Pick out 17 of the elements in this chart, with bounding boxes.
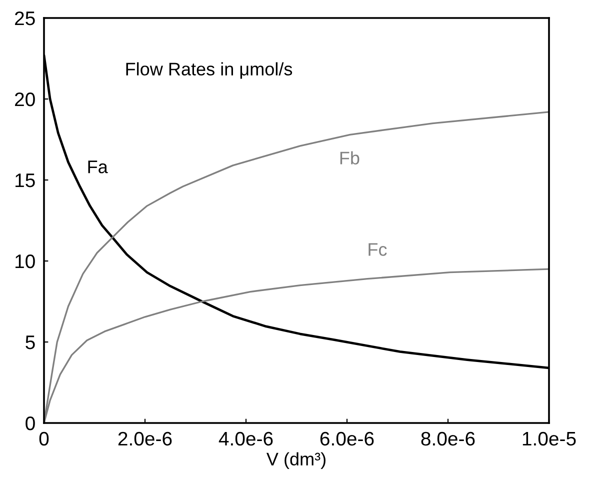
y-tick-label: 5: [26, 336, 35, 350]
x-tick-label: 0: [39, 432, 49, 446]
y-tick-label: 0: [26, 416, 35, 430]
y-tick-label: 25: [15, 11, 35, 26]
x-axis-title: V (dm³): [266, 452, 326, 470]
x-tick-label: 2.0e-6: [118, 432, 172, 446]
x-tick-label: 1.0e-5: [522, 432, 576, 446]
x-tick-label: 8.0e-6: [421, 432, 475, 446]
y-tick-label: 20: [15, 92, 35, 106]
annotation: Flow Rates in μmol/s: [126, 62, 292, 79]
y-tick-label: 10: [16, 254, 35, 268]
y-tick-label: 15: [16, 174, 35, 188]
series-label: Fc: [368, 243, 387, 256]
series-label: Fb: [340, 151, 360, 164]
series-label: Fa: [88, 160, 108, 174]
x-tick-label: 6.0e-6: [320, 432, 374, 446]
x-tick-label: 4.0e-6: [218, 432, 273, 446]
